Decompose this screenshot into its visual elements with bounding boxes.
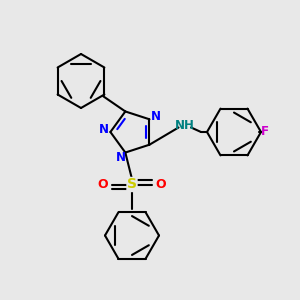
Text: F: F [261, 125, 268, 139]
Text: O: O [156, 178, 167, 191]
Text: S: S [127, 178, 137, 191]
Text: O: O [98, 178, 108, 191]
Text: N: N [151, 110, 161, 123]
Text: N: N [116, 152, 126, 164]
Text: N: N [99, 123, 109, 136]
Text: NH: NH [175, 118, 194, 132]
